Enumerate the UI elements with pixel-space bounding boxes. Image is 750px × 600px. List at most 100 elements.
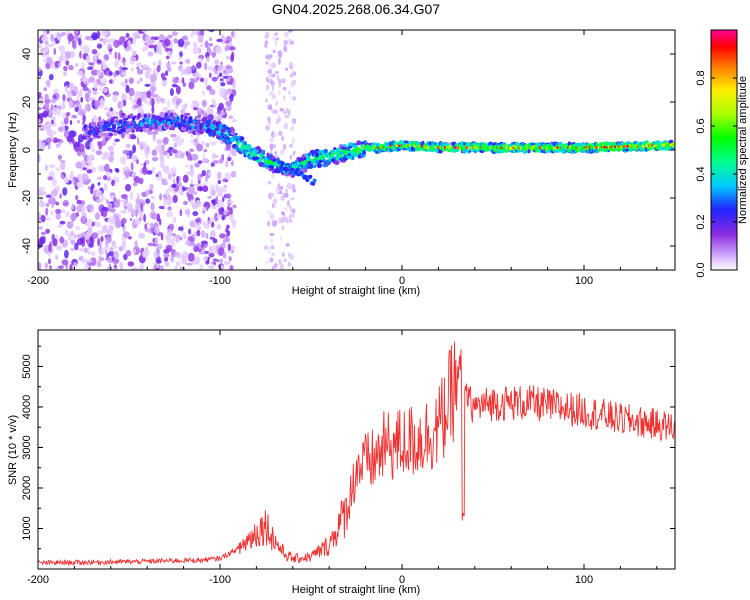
noise-speckle	[290, 126, 294, 132]
noise-speckle	[38, 186, 46, 191]
noise-speckle	[279, 235, 283, 241]
noise-speckle	[62, 125, 66, 133]
noise-speckle	[201, 249, 206, 254]
ridge-point	[223, 133, 228, 137]
noise-speckle	[154, 145, 161, 151]
noise-speckle	[196, 61, 202, 69]
noise-speckle	[156, 213, 161, 222]
noise-speckle	[291, 80, 296, 86]
noise-speckle	[194, 256, 201, 265]
noise-speckle	[284, 115, 290, 119]
noise-speckle	[272, 73, 276, 78]
noise-speckle	[186, 58, 191, 64]
noise-speckle	[101, 30, 108, 37]
noise-speckle	[52, 94, 57, 100]
noise-speckle	[115, 168, 120, 173]
noise-speckle	[83, 247, 88, 253]
noise-speckle	[264, 261, 270, 265]
ridge-point	[113, 131, 117, 137]
noise-speckle	[271, 203, 274, 209]
noise-speckle	[122, 231, 130, 239]
noise-speckle	[81, 75, 87, 79]
noise-speckle	[64, 249, 69, 259]
noise-speckle	[112, 94, 118, 103]
noise-speckle	[290, 208, 293, 214]
noise-speckle	[80, 215, 87, 224]
noise-speckle	[70, 239, 76, 245]
noise-speckle	[182, 174, 189, 183]
noise-speckle	[50, 104, 54, 111]
noise-speckle	[287, 217, 291, 222]
noise-speckle	[153, 61, 156, 66]
noise-speckle	[160, 72, 166, 79]
noise-speckle	[103, 246, 109, 251]
noise-speckle	[219, 233, 226, 239]
noise-speckle	[283, 39, 289, 46]
noise-speckle	[211, 98, 215, 104]
noise-speckle	[269, 90, 274, 97]
noise-speckle	[93, 100, 101, 108]
noise-speckle	[156, 260, 162, 264]
noise-speckle	[216, 215, 223, 219]
noise-speckle	[156, 65, 161, 73]
noise-speckle	[121, 241, 126, 250]
noise-speckle	[55, 254, 59, 260]
noise-speckle	[93, 80, 98, 90]
noise-speckle	[45, 194, 52, 198]
noise-speckle	[277, 89, 281, 96]
ridge-point	[146, 120, 150, 124]
noise-speckle	[190, 178, 194, 186]
noise-speckle	[128, 77, 134, 84]
noise-speckle	[290, 197, 295, 201]
noise-speckle	[188, 81, 195, 90]
noise-speckle	[75, 195, 79, 201]
noise-speckle	[168, 231, 175, 237]
ridge-point	[206, 119, 212, 124]
noise-speckle	[100, 236, 104, 242]
noise-speckle	[52, 188, 58, 197]
noise-speckle	[166, 201, 171, 206]
noise-speckle	[199, 77, 205, 83]
noise-speckle	[74, 63, 79, 67]
noise-speckle	[164, 261, 170, 267]
noise-speckle	[265, 31, 270, 39]
noise-speckle	[263, 245, 269, 250]
noise-speckle	[111, 216, 116, 225]
noise-speckle	[196, 133, 200, 141]
noise-speckle	[202, 110, 207, 119]
noise-speckle	[217, 74, 220, 80]
noise-speckle	[38, 213, 42, 218]
noise-speckle	[141, 191, 147, 197]
noise-speckle	[211, 189, 216, 197]
colorbar-tick-label: 0.2	[695, 214, 707, 229]
noise-speckle	[274, 40, 277, 47]
noise-speckle	[53, 48, 57, 55]
noise-speckle	[109, 247, 114, 252]
noise-speckle	[268, 121, 272, 125]
noise-speckle	[156, 44, 162, 54]
noise-speckle	[101, 206, 108, 212]
noise-speckle	[185, 171, 191, 176]
noise-speckle	[59, 193, 62, 199]
noise-speckle	[101, 65, 107, 70]
ridge-point	[307, 164, 314, 169]
noise-speckle	[180, 267, 184, 270]
noise-speckle	[170, 133, 177, 138]
noise-speckle	[160, 159, 165, 167]
ridge-point	[178, 118, 181, 123]
noise-speckle	[193, 107, 198, 111]
noise-speckle	[152, 132, 156, 142]
noise-speckle	[139, 144, 144, 151]
noise-speckle	[169, 108, 175, 113]
noise-speckle	[103, 175, 108, 181]
noise-speckle	[47, 176, 53, 181]
noise-speckle	[167, 99, 170, 108]
ridge-point	[257, 159, 262, 163]
x-tick-label: -200	[27, 574, 49, 586]
noise-speckle	[269, 137, 275, 143]
noise-speckle	[56, 245, 63, 251]
noise-speckle	[219, 72, 223, 77]
noise-speckle	[266, 220, 271, 227]
ridge-point	[307, 158, 312, 162]
noise-speckle	[39, 47, 47, 55]
